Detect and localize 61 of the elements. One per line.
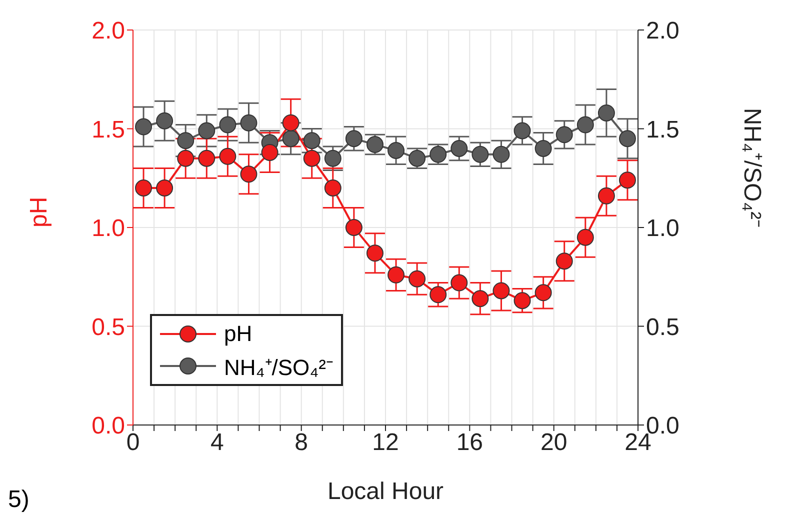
point [156,112,174,130]
y2-tick-label: 1.0 [646,215,680,242]
y2-tick-label: 1.5 [646,116,680,144]
y2-axis-title: NH₄⁺/SO₄²⁻ [738,108,766,228]
point [324,180,342,196]
y2-tick-label: 0.5 [646,314,680,341]
point [366,244,384,262]
point [556,252,573,270]
x-tick-label: 20 [540,429,568,456]
point [598,187,615,204]
point [556,126,573,144]
point [514,292,531,310]
point [156,180,174,196]
point [177,150,194,167]
point [576,228,594,246]
point [135,180,152,196]
point [618,172,636,189]
y2-tick-label: 2.0 [646,18,680,45]
point [219,148,236,165]
x-tick-label: 0 [126,429,140,456]
y-tick-label: 0.0 [92,412,125,440]
x-axis-title: Local Hour [327,478,444,505]
point [472,290,489,308]
point [514,122,531,140]
point [576,116,594,134]
point [492,146,510,163]
y-tick-label: 1.5 [92,116,125,144]
point [135,118,152,136]
x-tick-label: 8 [294,429,308,456]
x-tick-label: 16 [456,429,484,456]
point [534,140,552,157]
point [598,104,615,122]
point [345,130,362,148]
point [303,132,320,150]
y-tick-label: 0.5 [92,314,125,341]
point [408,270,426,288]
point [450,140,468,157]
y-axis-title: pH [26,196,53,228]
point [450,274,468,292]
point [534,284,552,302]
point [388,142,405,159]
point [219,116,236,134]
point [240,166,258,183]
point [472,146,489,163]
x-tick-label: 4 [210,429,224,456]
legend-label: pH [224,321,252,347]
point [240,114,258,132]
point [430,286,447,304]
legend-label: NH₄⁺/SO₄²⁻ [224,354,333,381]
point [198,150,216,167]
text: 5) [8,486,30,514]
point [492,282,510,300]
point [345,219,362,236]
point [618,130,636,148]
y-tick-label: 1.0 [92,215,125,242]
point [282,114,300,132]
point [324,150,342,167]
point [282,130,300,148]
point [388,266,405,284]
x-tick-label: 12 [372,429,399,456]
y-tick-label: 2.0 [92,18,125,45]
